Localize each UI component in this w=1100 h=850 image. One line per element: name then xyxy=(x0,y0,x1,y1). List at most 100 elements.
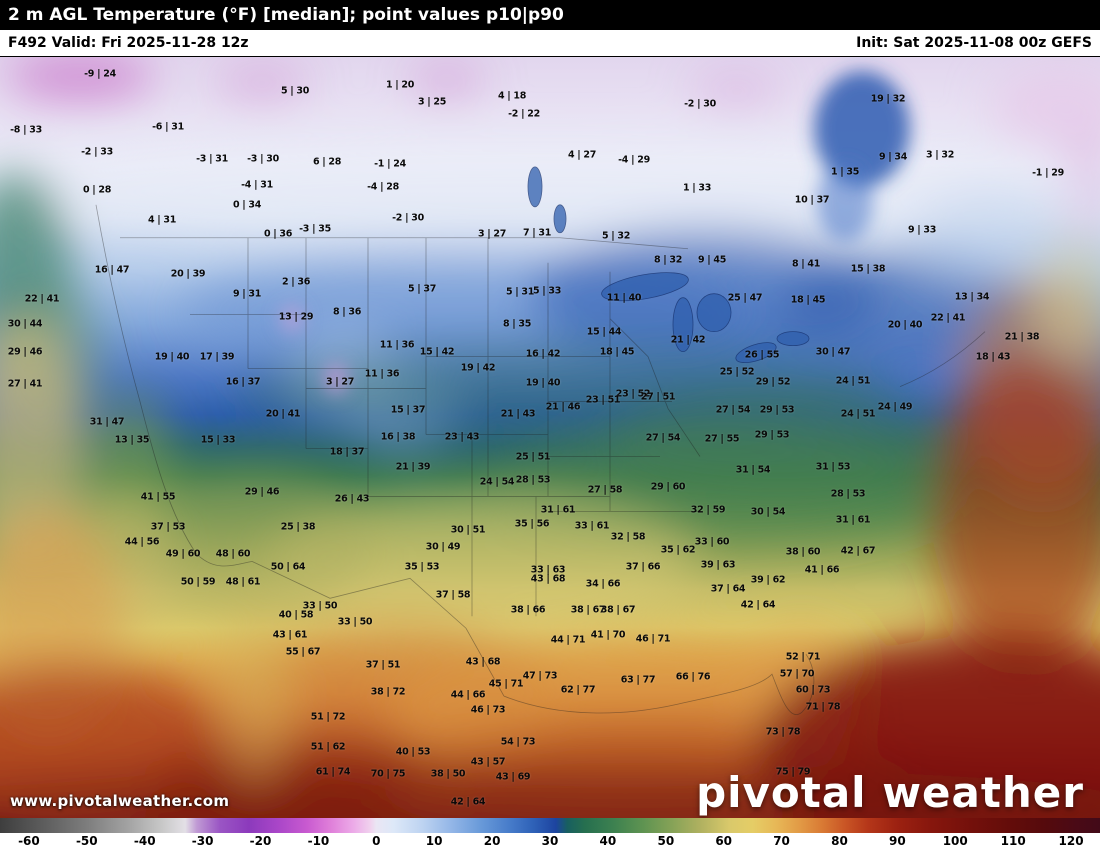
point-value: 5 | 32 xyxy=(601,230,631,242)
point-value: 0 | 36 xyxy=(263,228,293,240)
point-value: 31 | 47 xyxy=(89,416,125,428)
point-value: 61 | 74 xyxy=(315,766,351,778)
colorbar-tick: -10 xyxy=(307,834,330,848)
point-value: 0 | 34 xyxy=(232,199,262,211)
point-value: 44 | 66 xyxy=(450,689,486,701)
point-value: 47 | 73 xyxy=(522,670,558,682)
colorbar-tick: 110 xyxy=(1000,834,1026,848)
point-value: 50 | 64 xyxy=(270,561,306,573)
point-value: 11 | 36 xyxy=(364,368,400,380)
point-value: 8 | 36 xyxy=(332,306,362,318)
point-value: 16 | 37 xyxy=(225,376,261,388)
point-value: 30 | 47 xyxy=(815,346,851,358)
point-value: 23 | 51 xyxy=(585,394,621,406)
colorbar-tick: 70 xyxy=(773,834,790,848)
point-value: -2 | 30 xyxy=(392,212,424,224)
point-value: 41 | 55 xyxy=(140,491,176,503)
colorbar-tick: -20 xyxy=(249,834,272,848)
point-value: 52 | 71 xyxy=(785,651,821,663)
map-title: 2 m AGL Temperature (°F) [median]; point… xyxy=(8,5,564,25)
point-value: 31 | 61 xyxy=(540,504,576,516)
point-value: 25 | 47 xyxy=(727,292,763,304)
point-value: 27 | 55 xyxy=(704,433,740,445)
colorbar-tick: -50 xyxy=(75,834,98,848)
colorbar-tick: 80 xyxy=(831,834,848,848)
colorbar-tick: -30 xyxy=(191,834,214,848)
point-value: 18 | 45 xyxy=(599,346,635,358)
point-value: 5 | 31 xyxy=(505,286,535,298)
point-value: 27 | 54 xyxy=(645,432,681,444)
point-value: 29 | 53 xyxy=(759,404,795,416)
point-value: 15 | 37 xyxy=(390,404,426,416)
colorbar-tick: 20 xyxy=(483,834,501,848)
point-value: 51 | 72 xyxy=(310,711,346,723)
point-value: 19 | 40 xyxy=(525,377,561,389)
point-value: -3 | 30 xyxy=(247,153,279,165)
colorbar-tick: 10 xyxy=(425,834,443,848)
great-lakes xyxy=(527,166,810,363)
point-value: 4 | 27 xyxy=(567,149,597,161)
point-value: -8 | 33 xyxy=(10,124,42,136)
point-value: 41 | 66 xyxy=(804,564,840,576)
point-value: 43 | 68 xyxy=(465,656,501,668)
colorbar-gradient xyxy=(0,818,1100,833)
point-value: 21 | 43 xyxy=(500,408,536,420)
point-value: 19 | 40 xyxy=(154,351,190,363)
point-value: 22 | 41 xyxy=(930,312,966,324)
point-value: 73 | 78 xyxy=(765,726,801,738)
point-value: 37 | 58 xyxy=(435,589,471,601)
point-value: 42 | 67 xyxy=(840,545,876,557)
point-value: 25 | 38 xyxy=(280,521,316,533)
point-value: 21 | 42 xyxy=(670,334,706,346)
point-value: 9 | 33 xyxy=(907,224,937,236)
point-value: 5 | 37 xyxy=(407,283,437,295)
point-value: 33 | 50 xyxy=(337,616,373,628)
point-value: 31 | 54 xyxy=(735,464,771,476)
point-value: 3 | 32 xyxy=(925,149,955,161)
point-value: -9 | 24 xyxy=(84,68,116,80)
point-value: 27 | 41 xyxy=(7,378,43,390)
point-value: 37 | 66 xyxy=(625,561,661,573)
point-value: 24 | 51 xyxy=(840,408,876,420)
point-value: 35 | 56 xyxy=(514,518,550,530)
cold-spots xyxy=(280,70,910,394)
point-value: 25 | 51 xyxy=(515,451,551,463)
point-value: 41 | 70 xyxy=(590,629,626,641)
point-value: 21 | 38 xyxy=(1004,331,1040,343)
point-value: 62 | 77 xyxy=(560,684,596,696)
point-value: 35 | 53 xyxy=(404,561,440,573)
point-value: -3 | 35 xyxy=(299,223,331,235)
point-value: 29 | 46 xyxy=(7,346,43,358)
point-value: 13 | 29 xyxy=(278,311,314,323)
point-value: 34 | 66 xyxy=(585,578,621,590)
point-value: 48 | 61 xyxy=(225,576,261,588)
point-value: 26 | 43 xyxy=(334,493,370,505)
point-value: 4 | 18 xyxy=(497,90,527,102)
point-value: 28 | 53 xyxy=(830,488,866,500)
point-value: 43 | 61 xyxy=(272,629,308,641)
colorbar-tick-labels: -60 -50 -40 -30 -20 -10 0 10 20 30 40 50 60 70 80 90 100… xyxy=(0,833,1100,850)
point-value: 15 | 44 xyxy=(586,326,622,338)
point-value: 38 | 60 xyxy=(785,546,821,558)
point-value: 29 | 46 xyxy=(244,486,280,498)
point-value: 25 | 52 xyxy=(719,366,755,378)
point-value: 16 | 42 xyxy=(525,348,561,360)
point-value: 8 | 35 xyxy=(502,318,532,330)
point-value: 31 | 53 xyxy=(815,461,851,473)
point-value: 21 | 39 xyxy=(395,461,431,473)
geo-borders xyxy=(95,204,986,715)
colorbar-tick: 0 xyxy=(372,834,381,848)
point-value: 42 | 64 xyxy=(740,599,776,611)
point-value: 71 | 78 xyxy=(805,701,841,713)
point-value: 42 | 64 xyxy=(450,796,486,808)
point-value: 11 | 40 xyxy=(606,292,642,304)
point-value: 37 | 51 xyxy=(365,659,401,671)
point-value: 32 | 59 xyxy=(690,504,726,516)
map-canvas[interactable]: -9 | 24 5 | 30 1 | 20 3 | 25 4 | 18 -2 | 30 19… xyxy=(0,56,1100,818)
point-value: 6 | 28 xyxy=(312,156,342,168)
point-value: 5 | 30 xyxy=(280,85,310,97)
point-value: 46 | 71 xyxy=(635,633,671,645)
point-value: 20 | 41 xyxy=(265,408,301,420)
point-value: 8 | 41 xyxy=(791,258,821,270)
point-value: 43 | 57 xyxy=(470,756,506,768)
